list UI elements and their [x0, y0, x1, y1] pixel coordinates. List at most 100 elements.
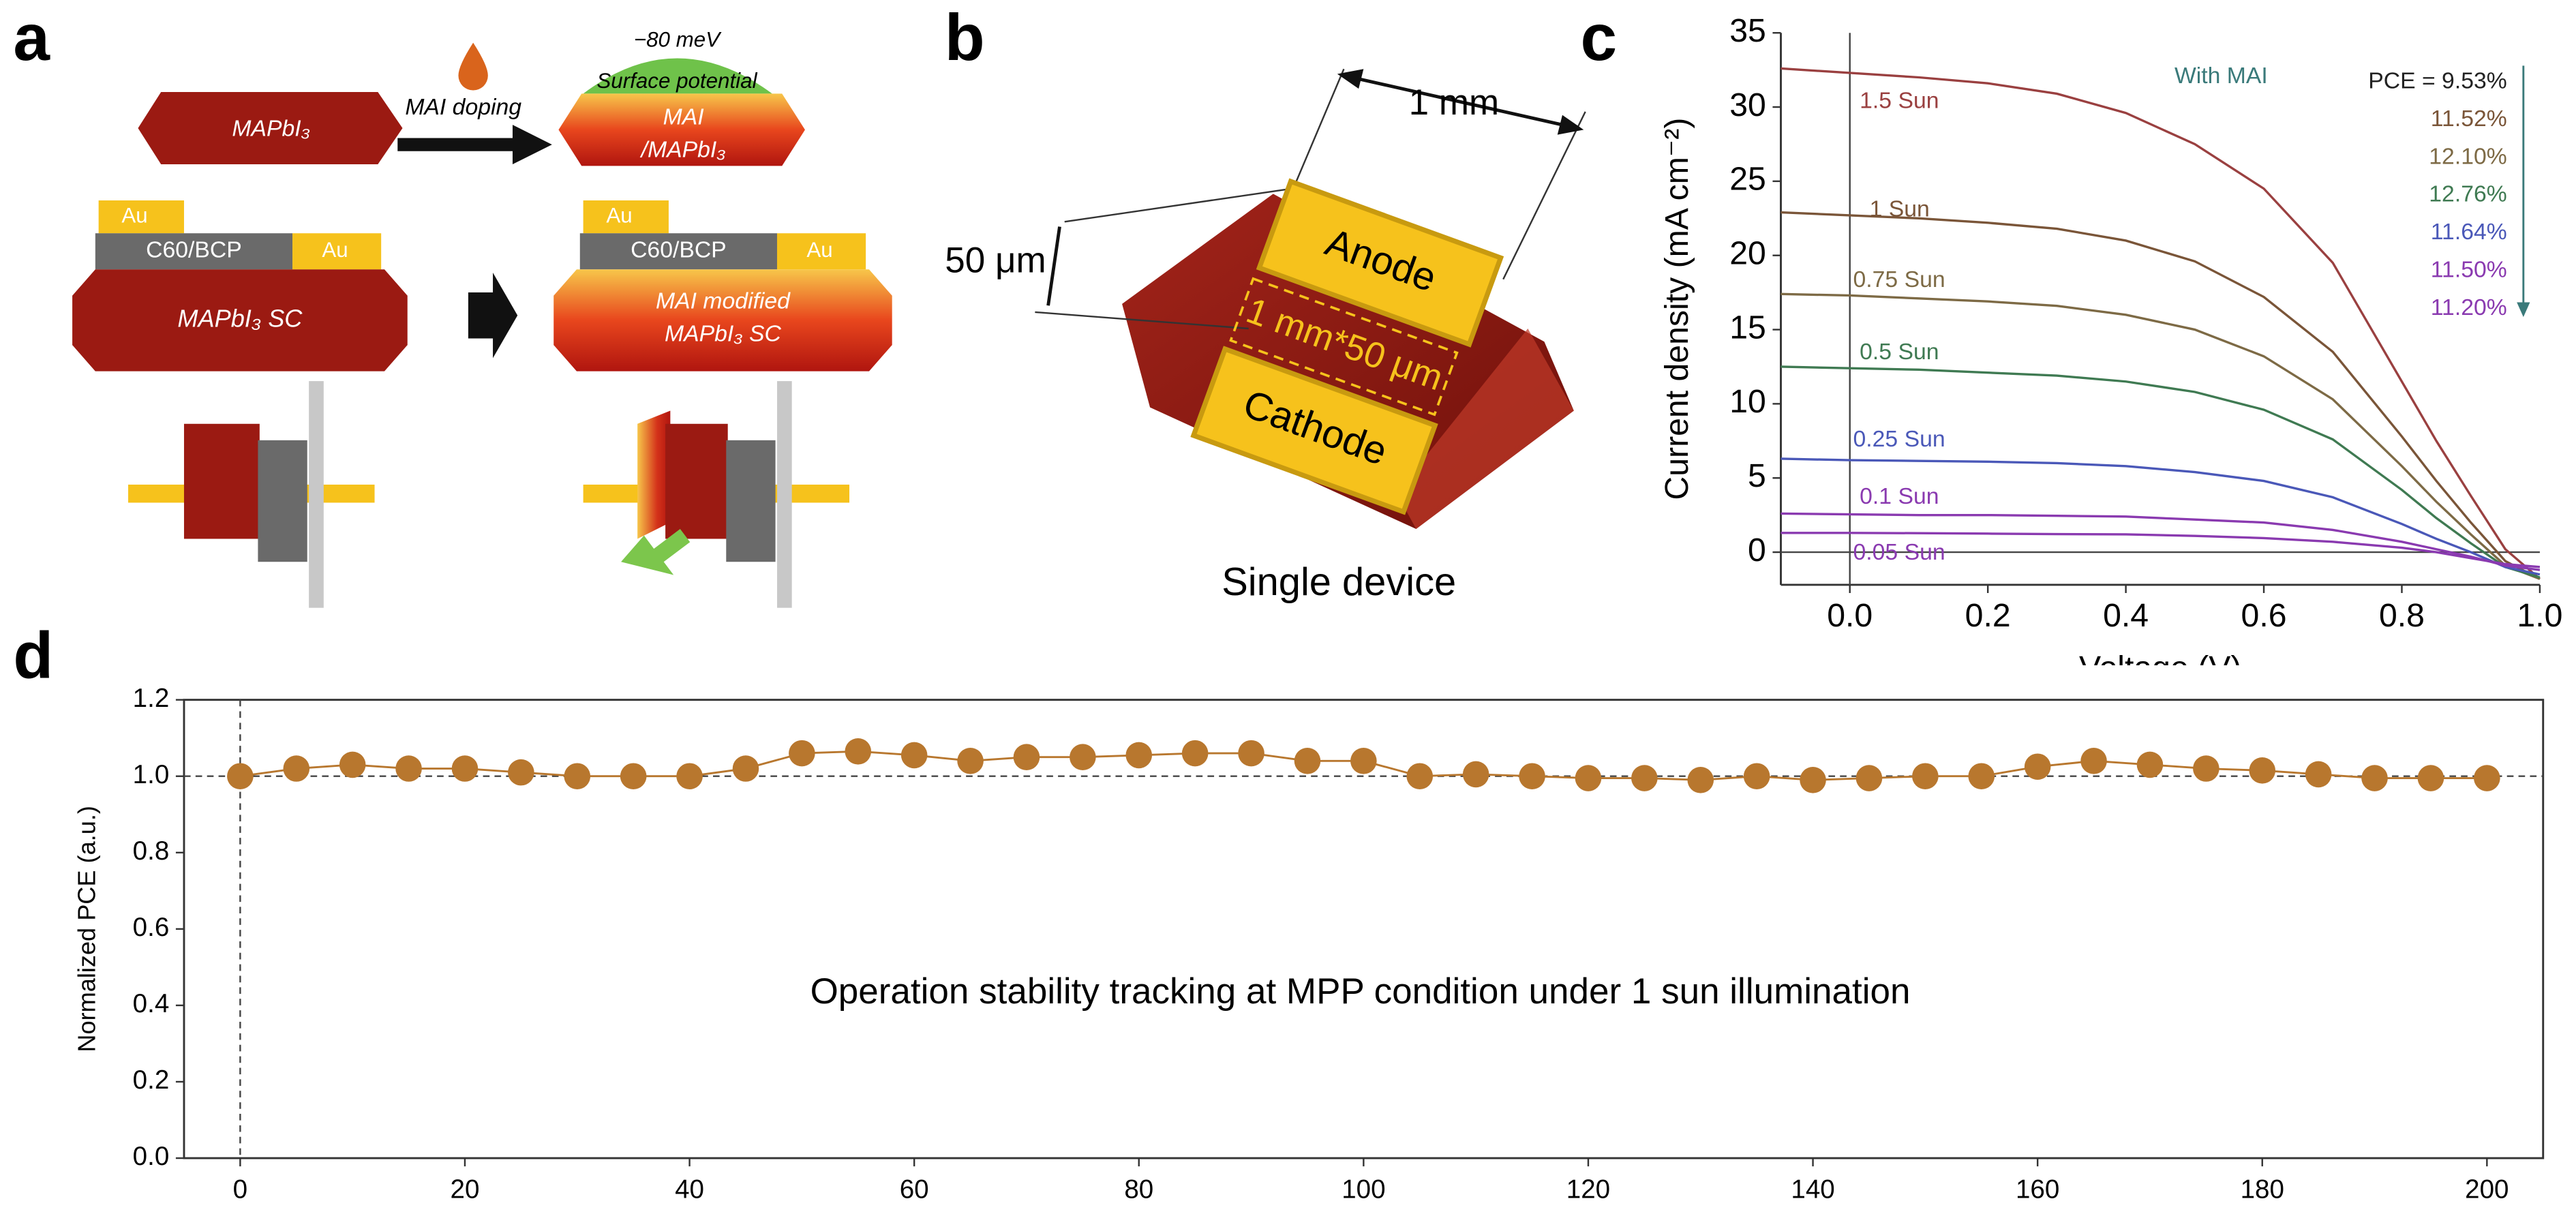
data-line [1781, 532, 2541, 568]
data-point [2474, 765, 2500, 791]
data-point [1575, 765, 1602, 791]
data-point [1013, 744, 1040, 770]
data-point [508, 759, 534, 786]
substrate [309, 381, 324, 608]
data-line [1781, 292, 2541, 580]
pce-label: 11.52% [2431, 106, 2507, 132]
label: MAPbI₃ SC [177, 304, 303, 332]
x-tick-label: 140 [1791, 1174, 1834, 1204]
device-side [1396, 329, 1574, 530]
data-point [2417, 765, 2444, 791]
guide [1035, 311, 1249, 330]
y-tick-label: 25 [1729, 161, 1766, 198]
x-tick-label: 60 [900, 1174, 929, 1204]
guide [1288, 68, 1345, 198]
data-point [451, 755, 479, 782]
data-point [564, 763, 591, 790]
data-point [2193, 755, 2219, 782]
data-point [2249, 757, 2276, 784]
label: −80 meV [634, 28, 722, 52]
data-point [1631, 765, 1658, 791]
data-point [339, 751, 366, 778]
pce-label: 11.64% [2431, 219, 2507, 245]
data-point [1855, 765, 1883, 791]
data-point [227, 763, 254, 790]
arrow [397, 125, 552, 165]
label: MAI modified [656, 288, 791, 314]
annotation: Operation stability tracking at MPP cond… [810, 971, 1911, 1012]
x-tick-label: 120 [1566, 1174, 1610, 1204]
data-point [1687, 767, 1714, 793]
series-label: 0.1 Sun [1860, 483, 1939, 509]
crystal [637, 410, 671, 539]
label: MAPbI₃ SC [665, 321, 781, 347]
crystal [138, 91, 403, 165]
label: C60/BCP [146, 237, 242, 263]
x-tick-label: 200 [2465, 1174, 2509, 1204]
anode [1256, 178, 1504, 348]
caption: Single device [1222, 560, 1456, 604]
y-tick-label: 20 [1729, 234, 1766, 271]
annotation: With MAI [2175, 63, 2268, 89]
label: Au [121, 203, 147, 227]
x-tick-label: 1.0 [2517, 597, 2562, 634]
data-point [1462, 761, 1489, 788]
series-label: 1.5 Sun [1860, 87, 1939, 113]
pce-label: 11.20% [2431, 294, 2507, 320]
y-tick-label: 1.2 [133, 684, 170, 713]
data-point [1800, 767, 1826, 793]
y-tick-label: 0 [1748, 532, 1766, 568]
label: 1 mm [1409, 82, 1500, 123]
potential [583, 58, 772, 94]
data-point [1181, 740, 1209, 767]
data-point [395, 755, 422, 782]
electrode [583, 200, 669, 234]
data-point [1519, 763, 1545, 790]
label: C60/BCP [631, 237, 727, 263]
data-point [1070, 744, 1096, 770]
data-point [957, 748, 984, 774]
crystal [554, 269, 892, 371]
series-label: 0.75 Sun [1853, 267, 1945, 292]
cathode [1190, 346, 1438, 515]
y-axis-label: Normalized PCE (a.u.) [73, 806, 101, 1052]
x-tick-label: 160 [2016, 1174, 2059, 1204]
data-line [1781, 512, 2541, 571]
droplet [458, 42, 488, 91]
y-tick-label: 5 [1748, 457, 1766, 494]
y-tick-label: 0.8 [133, 836, 170, 866]
layer [258, 440, 307, 562]
data-point [1912, 763, 1939, 790]
data-line [1781, 365, 2541, 579]
series-label: 0.25 Sun [1853, 426, 1945, 452]
crystal [665, 423, 728, 539]
data-line [1781, 67, 2541, 580]
data-point [1406, 763, 1434, 790]
layer [726, 440, 776, 562]
data-point [620, 763, 647, 790]
x-tick-label: 0.0 [1827, 597, 1873, 634]
y-tick-label: 0.2 [133, 1065, 170, 1095]
data-point [1743, 763, 1770, 790]
x-tick-label: 0.4 [2103, 597, 2149, 634]
layer [579, 233, 777, 270]
x-tick-label: 40 [675, 1174, 704, 1204]
arrowhead [1557, 115, 1584, 135]
label: Au [806, 238, 832, 262]
data-point [732, 755, 759, 782]
data-point [2305, 761, 2332, 788]
channel [1229, 277, 1459, 416]
label: 50 μm [945, 241, 1046, 281]
data-point [676, 763, 703, 790]
label: Au [322, 238, 348, 262]
data-point [2080, 748, 2107, 774]
pce-label: 12.76% [2429, 181, 2506, 207]
data-point [1125, 742, 1153, 769]
x-tick-label: 80 [1124, 1174, 1153, 1204]
label: Au [606, 203, 632, 227]
arrowhead [1337, 69, 1364, 89]
panel-label: c [1580, 1, 1617, 74]
x-tick-label: 180 [2241, 1174, 2284, 1204]
x-tick-label: 20 [451, 1174, 480, 1204]
panel-label: b [945, 1, 985, 74]
